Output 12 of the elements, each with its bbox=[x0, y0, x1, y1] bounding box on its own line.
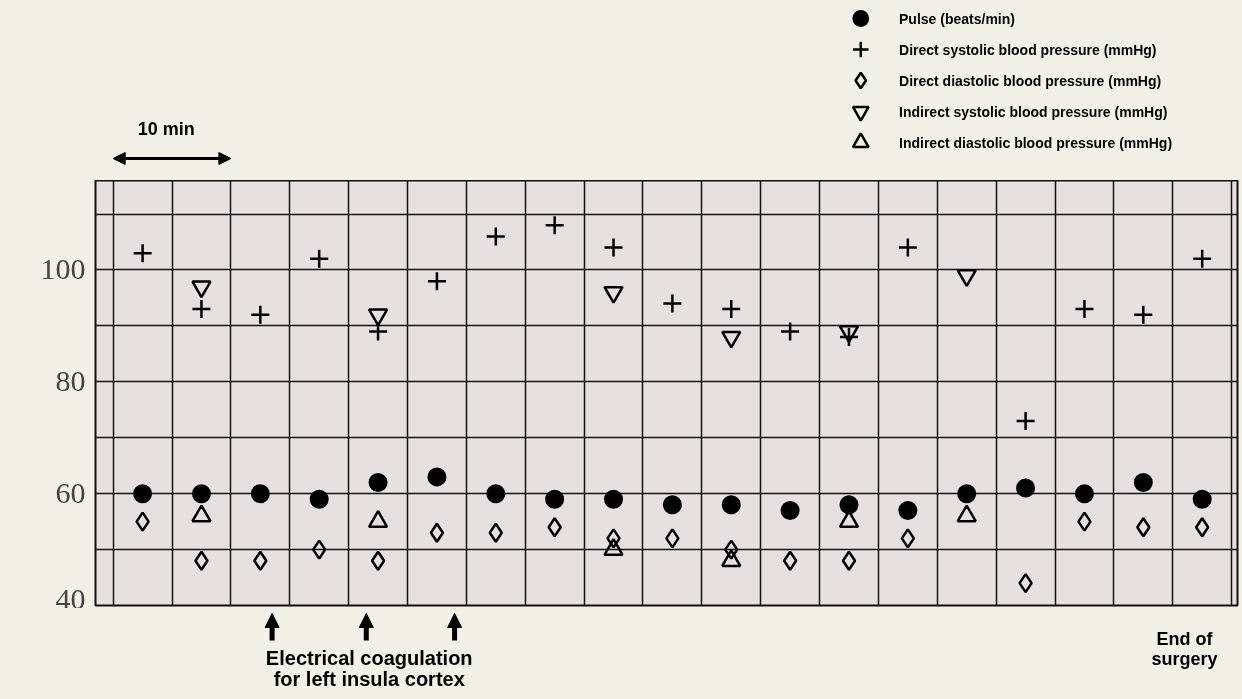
y-tick-label: 60 bbox=[55, 476, 86, 510]
legend-label: Pulse (beats/min) bbox=[899, 10, 1015, 27]
text: 10 min bbox=[137, 118, 195, 139]
text: End of surgery bbox=[1151, 628, 1218, 669]
text: Electrical coagulation for left insula cortex bbox=[265, 647, 473, 690]
y-tick-label: 40 bbox=[55, 581, 86, 615]
y-tick-label: 80 bbox=[55, 364, 86, 398]
y-tick-label: 100 bbox=[40, 252, 86, 286]
legend-label: Direct systolic blood pressure (mmHg) bbox=[899, 41, 1157, 58]
legend-label: Direct diastolic blood pressure (mmHg) bbox=[899, 72, 1162, 89]
legend-label: Indirect diastolic blood pressure (mmHg) bbox=[899, 134, 1173, 151]
legend-label: Indirect systolic blood pressure (mmHg) bbox=[899, 103, 1168, 120]
